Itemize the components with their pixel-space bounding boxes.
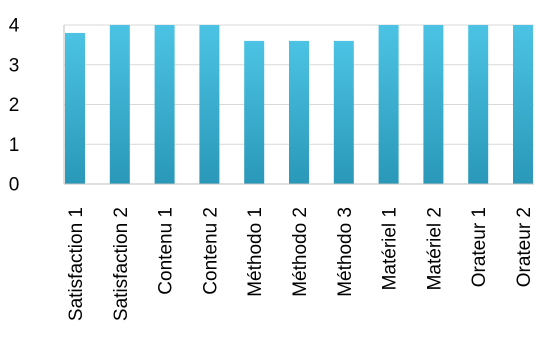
bar [468, 25, 489, 184]
x-tick-label: Méthodo 3 [335, 207, 356, 297]
y-tick-label: 1 [9, 135, 20, 156]
x-tick-label: Satisfaction 1 [66, 207, 87, 321]
bar [333, 40, 354, 185]
bar [65, 32, 85, 185]
x-tick-label: Méthodo 1 [245, 207, 266, 297]
bar [513, 25, 533, 184]
x-tick-labels: Satisfaction 1 Satisfaction 2 Contenu 1 Con… [66, 207, 535, 321]
x-tick-label: Satisfaction 2 [111, 207, 132, 321]
x-tick-label: Contenu 1 [156, 207, 177, 295]
y-tick-label: 2 [9, 95, 20, 116]
bar [423, 25, 444, 184]
bar [109, 25, 130, 184]
y-tick-labels: 0 1 2 3 4 [9, 16, 20, 196]
axes [63, 25, 534, 185]
bar [244, 40, 265, 185]
bar [199, 25, 220, 184]
y-tick-label: 3 [9, 55, 20, 76]
x-tick-label: Orateur 2 [514, 207, 535, 287]
bar [289, 40, 309, 185]
x-tick-label: Matériel 1 [380, 207, 401, 290]
x-tick-label: Orateur 1 [469, 207, 490, 287]
y-tick-label: 4 [9, 16, 20, 37]
bar [378, 25, 399, 184]
bar [154, 25, 175, 184]
x-tick-label: Matériel 2 [424, 207, 445, 290]
x-tick-label: Méthodo 2 [290, 207, 311, 297]
y-tick-label: 0 [9, 175, 20, 196]
bars [65, 25, 533, 185]
x-tick-label: Contenu 2 [200, 207, 221, 295]
